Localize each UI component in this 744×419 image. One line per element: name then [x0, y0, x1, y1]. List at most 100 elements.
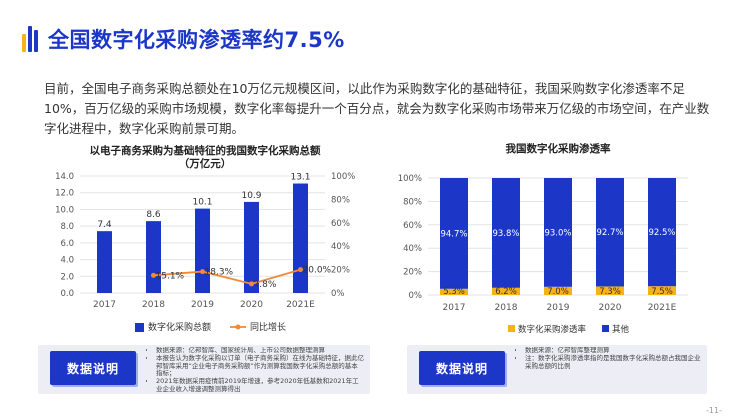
data-note-item: 数据来源：亿邦智库整理测算: [525, 347, 701, 355]
other-value-label: 92.7%: [596, 228, 623, 238]
chart-title: 以电子商务采购为基础特征的我国数字化采购总额: [90, 144, 321, 157]
x-tick-label: 2017: [443, 303, 466, 313]
penetration-value-label: 7.0%: [547, 287, 569, 297]
x-tick-label: 2021E: [648, 303, 677, 313]
legend-swatch-marker: [235, 324, 241, 330]
stacked-segment-other: [544, 178, 572, 287]
page-title: 全国数字化采购渗透率约7.5%: [48, 28, 345, 52]
y2-tick-label: 100%: [331, 172, 355, 182]
stacked-segment-penetration: [492, 287, 520, 295]
bar: [97, 231, 112, 293]
bar: [244, 201, 259, 293]
stacked-segment-penetration: [440, 288, 468, 295]
data-note-item: 注：数字化采购渗透率指的是我国数字化采购总额占我国企业采购总额的比例: [525, 354, 701, 371]
chart-subtitle: （万亿元）: [179, 157, 232, 170]
legend-swatch-bar: [135, 323, 144, 332]
stacked-segment-other: [596, 178, 624, 287]
y-tick-label: 0.0: [60, 289, 74, 299]
data-note-item: 数据来源：亿邦智库、国家统计局、上市公司数据整理测算: [156, 347, 364, 355]
chart-title: 我国数字化采购渗透率: [506, 142, 611, 155]
x-tick-label: 2019: [547, 303, 570, 313]
legend-label: 数字化采购渗透率: [518, 324, 587, 335]
growth-value-label: 18.3%: [205, 268, 234, 278]
stacked-segment-other: [648, 178, 676, 287]
y-tick-label: 80%: [403, 197, 422, 207]
growth-point: [200, 269, 205, 275]
y-tick-label: 40%: [403, 244, 422, 254]
stacked-segment-penetration: [648, 286, 676, 295]
bar: [293, 183, 308, 293]
data-note-box-left: 数据说明 数据来源：亿邦智库、国家统计局、上市公司数据整理测算 本报告认为数字化…: [38, 345, 370, 394]
growth-value-label: 15.1%: [156, 271, 185, 281]
data-note-box-right: 数据说明 数据来源：亿邦智库整理测算 注：数字化采购渗透率指的是我国数字化采购总…: [407, 345, 707, 394]
growth-point: [151, 272, 156, 278]
growth-value-label: 7.8%: [254, 280, 277, 290]
penetration-value-label: 7.5%: [651, 287, 673, 297]
y2-tick-label: 60%: [331, 219, 350, 229]
stacked-segment-other: [492, 178, 520, 288]
data-note-item: 本报告认为数字化采购以订单（电子商务采购）在线为基础特征，据此亿邦智库采用“企业…: [156, 354, 364, 378]
y-tick-label: 14.0: [55, 172, 74, 182]
data-note-list-left: 数据来源：亿邦智库、国家统计局、上市公司数据整理测算 本报告认为数字化采购以订单…: [146, 347, 364, 392]
penetration-rate-chart-panel: 我国数字化采购渗透率 0% 20% 40% 60% 80% 100% 5.3% 94.7% 201…: [390, 140, 720, 340]
legend-swatch-penetration: [508, 325, 515, 332]
growth-point: [249, 281, 254, 287]
other-value-label: 93.8%: [492, 229, 519, 239]
other-value-label: 93.0%: [544, 228, 571, 238]
y-tick-label: 60%: [403, 221, 422, 231]
legend-swatch-other: [602, 325, 609, 332]
y-tick-label: 2.0: [60, 272, 74, 282]
y2-tick-label: 40%: [331, 242, 350, 252]
title-bars-icon: [22, 26, 38, 52]
penetration-value-label: 5.3%: [443, 287, 465, 297]
bar: [146, 221, 161, 293]
y-tick-label: 0%: [409, 291, 423, 301]
x-tick-label: 2017: [93, 300, 116, 310]
page-number: -11-: [706, 406, 722, 415]
other-value-label: 92.5%: [648, 228, 675, 238]
bar-value-label: 8.6: [146, 210, 161, 220]
y2-tick-label: 20%: [331, 266, 350, 276]
data-note-label-right: 数据说明: [419, 351, 505, 385]
y-tick-label: 20%: [403, 268, 422, 278]
penetration-value-label: 7.3%: [599, 287, 621, 297]
bar-value-label: 13.1: [290, 173, 310, 183]
penetration-value-label: 6.2%: [495, 287, 517, 297]
data-note-item: 2021年数据采用疫情前2019年增速，参考2020年低基数和2021年工业企业…: [156, 377, 364, 392]
x-tick-label: 2020: [240, 300, 263, 310]
growth-point: [298, 267, 303, 273]
bar-value-label: 10.1: [192, 198, 212, 208]
stacked-segment-penetration: [596, 286, 624, 295]
purchase-total-chart-panel: 以电子商务采购为基础特征的我国数字化采购总额 （万亿元） 0.0 2.0 4.0 6.0 8…: [40, 140, 370, 340]
bar-value-label: 10.9: [241, 191, 261, 201]
y2-tick-label: 0%: [331, 289, 345, 299]
y-tick-label: 4.0: [60, 256, 74, 266]
growth-line: [153, 268, 301, 285]
x-tick-label: 2019: [191, 300, 214, 310]
stacked-segment-penetration: [544, 286, 572, 295]
intro-paragraph: 目前，全国电子商务采购总额处在10万亿元规模区间，以此作为采购数字化的基础特征，…: [44, 81, 710, 136]
other-value-label: 94.7%: [440, 229, 467, 239]
legend-label: 其他: [612, 324, 630, 335]
title-bar: 全国数字化采购渗透率约7.5%: [22, 24, 345, 54]
data-note-label-left: 数据说明: [50, 351, 136, 385]
bar: [195, 208, 210, 293]
y-tick-label: 100%: [398, 174, 422, 184]
penetration-rate-chart: 我国数字化采购渗透率 0% 20% 40% 60% 80% 100% 5.3% 94.7% 201…: [398, 142, 688, 335]
y-tick-label: 10.0: [55, 205, 74, 215]
y-tick-label: 12.0: [55, 189, 74, 199]
data-note-list-right: 数据来源：亿邦智库整理测算 注：数字化采购渗透率指的是我国数字化采购总额占我国企…: [515, 347, 701, 392]
y-tick-label: 6.0: [60, 239, 74, 249]
legend-label: 同比增长: [250, 321, 286, 333]
growth-value-label: 20.0%: [303, 266, 332, 276]
x-tick-label: 2018: [495, 303, 518, 313]
purchase-total-chart: 以电子商务采购为基础特征的我国数字化采购总额（万亿元） 0.0 2.0 4.0 6.0 8…: [55, 144, 355, 333]
legend-label: 数字化采购总额: [148, 321, 211, 333]
x-tick-label: 2020: [599, 303, 622, 313]
y-tick-label: 8.0: [60, 222, 74, 232]
y2-tick-label: 80%: [331, 195, 350, 205]
x-tick-label: 2021E: [286, 300, 315, 310]
bar-value-label: 7.4: [97, 220, 112, 230]
x-tick-label: 2018: [142, 300, 165, 310]
